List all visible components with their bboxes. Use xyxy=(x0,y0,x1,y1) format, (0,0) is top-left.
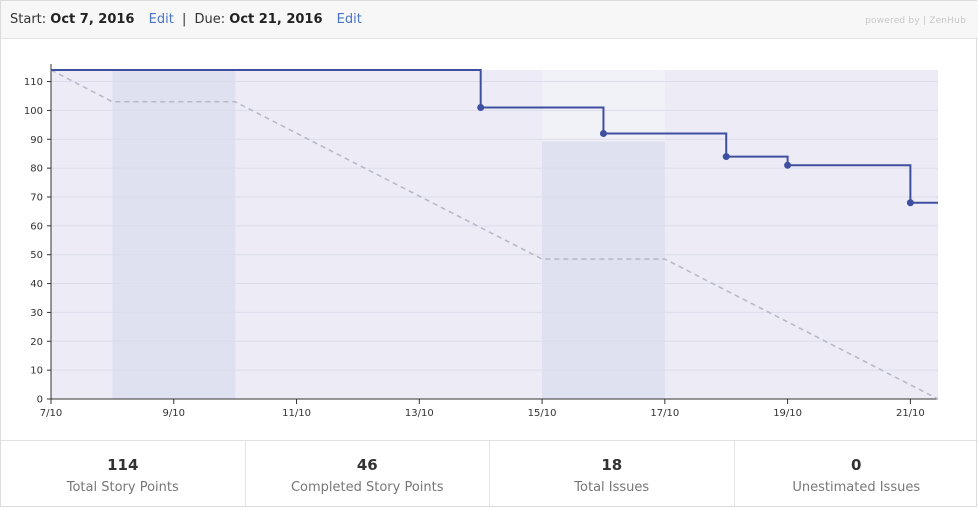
x-tick-label: 19/10 xyxy=(773,408,802,419)
stat-value: 46 xyxy=(356,456,378,474)
y-tick-label: 50 xyxy=(30,250,43,261)
x-tick-label: 17/10 xyxy=(650,408,679,419)
x-tick-label: 11/10 xyxy=(282,408,311,419)
x-tick-label: 21/10 xyxy=(896,408,925,419)
burndown-chart-area: 0 10 20 30 40 50 60 70 80 90 100 110 7/10 9/10 11/10 13… xyxy=(1,39,978,439)
stat-label: Unestimated Issues xyxy=(792,480,921,495)
stat-total-issues: 18 Total Issues xyxy=(490,441,735,507)
x-tick-label: 7/10 xyxy=(40,408,62,419)
x-tick-label: 9/10 xyxy=(163,408,185,419)
start-date: Oct 7, 2016 xyxy=(50,12,135,27)
header-separator: | xyxy=(181,12,187,27)
stat-unestimated-issues: 0 Unestimated Issues xyxy=(735,441,979,507)
stat-value: 18 xyxy=(601,456,623,474)
stat-label: Completed Story Points xyxy=(290,480,444,495)
data-point xyxy=(906,199,914,207)
remaining-points-line xyxy=(51,69,938,204)
due-date: Oct 21, 2016 xyxy=(229,12,323,27)
x-tick-label: 15/10 xyxy=(528,408,557,419)
powered-by-zenhub[interactable]: powered by | ZenHub xyxy=(865,16,966,26)
y-tick-label: 40 xyxy=(30,279,43,290)
y-tick-label: 60 xyxy=(30,221,43,232)
weekend-band xyxy=(542,141,665,400)
start-label: Start: xyxy=(10,12,47,27)
stat-label: Total Issues xyxy=(574,480,650,495)
y-tick-label: 0 xyxy=(37,395,43,406)
y-tick-label: 110 xyxy=(24,77,43,88)
y-tick-label: 30 xyxy=(30,308,43,319)
ideal-burndown-line xyxy=(50,69,939,400)
y-tick-label: 100 xyxy=(24,106,43,117)
edit-start-link[interactable]: Edit xyxy=(148,12,174,27)
y-tick-label: 90 xyxy=(30,135,43,146)
burndown-chart: 0 10 20 30 40 50 60 70 80 90 100 110 7/10 9/10 11/10 13… xyxy=(24,64,939,419)
stats-bar: 114 Total Story Points 46 Completed Stor… xyxy=(1,440,978,507)
stat-completed-story-points: 46 Completed Story Points xyxy=(246,441,490,507)
stat-value: 114 xyxy=(107,456,139,474)
milestone-header: Start: Oct 7, 2016 Edit | Due: Oct 21, 2… xyxy=(1,1,978,39)
due-label: Due: xyxy=(194,12,226,27)
data-point xyxy=(784,161,792,169)
data-point xyxy=(477,104,485,112)
y-tick-label: 10 xyxy=(30,366,43,377)
y-tick-label: 70 xyxy=(30,192,43,203)
date-row: Start: Oct 7, 2016 Edit | Due: Oct 21, 2… xyxy=(10,12,362,27)
data-point xyxy=(722,153,730,161)
y-tick-label: 20 xyxy=(30,337,43,348)
y-tick-label: 80 xyxy=(30,164,43,175)
edit-due-link[interactable]: Edit xyxy=(336,12,362,27)
stat-value: 0 xyxy=(851,456,862,474)
stat-total-story-points: 114 Total Story Points xyxy=(1,441,246,507)
stat-label: Total Story Points xyxy=(66,480,179,495)
data-point xyxy=(599,129,607,137)
weekend-band xyxy=(112,70,236,399)
x-tick-label: 13/10 xyxy=(405,408,434,419)
